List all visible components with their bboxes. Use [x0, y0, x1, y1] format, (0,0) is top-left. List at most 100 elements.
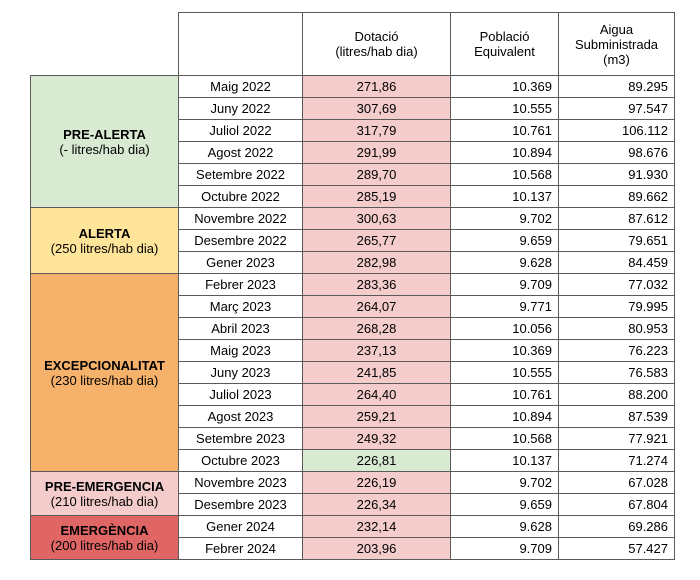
header-dotacio-line1: Dotació [354, 29, 399, 44]
poblacio-cell: 9.702 [450, 207, 559, 230]
aigua-cell: 76.583 [558, 361, 675, 384]
phase-limit: (230 litres/hab dia) [50, 372, 159, 388]
table-row: Juny 2023 241,85 10.555 76.583 [31, 361, 675, 384]
poblacio-cell: 10.761 [450, 383, 559, 406]
header-poblacio-line1: Població [479, 29, 530, 44]
table-row: PRE-ALERTA (- litres/hab dia) Maig 2022 271… [30, 75, 675, 208]
poblacio-cell: 10.137 [450, 185, 559, 208]
month-cell: Gener 2023 [178, 251, 303, 274]
month-cell: Novembre 2022 [178, 207, 303, 230]
phase-cell: PRE-ALERTA (- litres/hab dia) [30, 75, 179, 208]
month-cell: Març 2023 [178, 295, 303, 318]
table-row: Octubre 2023 226,81 10.137 71.274 [31, 449, 675, 472]
header-dotacio-line2: (litres/hab dia) [335, 44, 418, 59]
phase-cell: EMERGÈNCIA (200 litres/hab dia) [30, 515, 179, 560]
table-row: ALERTA (250 litres/hab dia) Novembre 2022 3… [30, 207, 675, 274]
month-cell: Desembre 2022 [178, 229, 303, 252]
header-dotacio: Dotació (litres/hab dia) [302, 12, 451, 76]
table-row: Juny 2022 307,69 10.555 97.547 [31, 97, 675, 120]
poblacio-cell: 10.369 [450, 75, 559, 98]
phase-limit: (250 litres/hab dia) [50, 240, 159, 256]
table-row: Agost 2022 291,99 10.894 98.676 [31, 141, 675, 164]
phase-name: ALERTA [78, 225, 131, 241]
dotacio-cell: 241,85 [302, 361, 451, 384]
table-row: Maig 2023 237,13 10.369 76.223 [31, 339, 675, 362]
phase-cell: ALERTA (250 litres/hab dia) [30, 207, 179, 274]
month-cell: Maig 2023 [178, 339, 303, 362]
aigua-cell: 67.028 [558, 471, 675, 494]
header-poblacio: Població Equivalent [450, 12, 559, 76]
month-cell: Octubre 2022 [178, 185, 303, 208]
month-cell: Juny 2022 [178, 97, 303, 120]
table-row: Febrer 2024 203,96 9.709 57.427 [31, 537, 675, 560]
month-cell: Novembre 2023 [178, 471, 303, 494]
poblacio-cell: 9.628 [450, 515, 559, 538]
aigua-cell: 97.547 [558, 97, 675, 120]
aigua-cell: 89.662 [558, 185, 675, 208]
poblacio-cell: 10.555 [450, 361, 559, 384]
poblacio-cell: 10.369 [450, 339, 559, 362]
poblacio-cell: 10.894 [450, 405, 559, 428]
aigua-cell: 79.651 [558, 229, 675, 252]
month-cell: Febrer 2024 [178, 537, 303, 560]
dotacio-cell: 268,28 [302, 317, 451, 340]
aigua-cell: 67.804 [558, 493, 675, 516]
poblacio-cell: 9.709 [450, 537, 559, 560]
table-row: Desembre 2022 265,77 9.659 79.651 [31, 229, 675, 252]
dotacio-cell: 264,07 [302, 295, 451, 318]
table-row: EMERGÈNCIA (200 litres/hab dia) Gener 2024… [30, 515, 675, 560]
dotacio-cell: 264,40 [302, 383, 451, 406]
dotacio-cell: 226,81 [302, 449, 451, 472]
month-cell: Desembre 2023 [178, 493, 303, 516]
dotacio-cell: 291,99 [302, 141, 451, 164]
water-dotation-table-container: Dotació (litres/hab dia) Població Equiva… [30, 12, 675, 560]
aigua-cell: 79.995 [558, 295, 675, 318]
table-row: Abril 2023 268,28 10.056 80.953 [31, 317, 675, 340]
table-row: Març 2023 264,07 9.771 79.995 [31, 295, 675, 318]
dotacio-cell: 282,98 [302, 251, 451, 274]
poblacio-cell: 9.771 [450, 295, 559, 318]
aigua-cell: 77.032 [558, 273, 675, 296]
dotacio-cell: 271,86 [302, 75, 451, 98]
dotacio-cell: 317,79 [302, 119, 451, 142]
phase-name: PRE-ALERTA [63, 126, 146, 142]
water-dotation-table: Dotació (litres/hab dia) Població Equiva… [30, 12, 675, 560]
phase-limit: (200 litres/hab dia) [50, 537, 159, 553]
dotacio-cell: 289,70 [302, 163, 451, 186]
phase-limit: (- litres/hab dia) [59, 141, 150, 157]
month-cell: Octubre 2023 [178, 449, 303, 472]
header-aigua-line1: Aigua [599, 21, 634, 37]
aigua-cell: 77.921 [558, 427, 675, 450]
table-row: PRE-EMERGENCIA (210 litres/hab dia) Novemb… [30, 471, 675, 516]
header-aigua-line3: (m3) [603, 51, 630, 67]
header-aigua: Aigua Subministrada (m3) [558, 12, 675, 76]
dotacio-cell: 307,69 [302, 97, 451, 120]
month-cell: Maig 2022 [178, 75, 303, 98]
poblacio-cell: 10.568 [450, 427, 559, 450]
header-aigua-line2: Subministrada [574, 36, 659, 52]
month-cell: Juliol 2023 [178, 383, 303, 406]
dotacio-cell: 259,21 [302, 405, 451, 428]
aigua-cell: 89.295 [558, 75, 675, 98]
month-cell: Abril 2023 [178, 317, 303, 340]
month-cell: Gener 2024 [178, 515, 303, 538]
month-cell: Juliol 2022 [178, 119, 303, 142]
poblacio-cell: 10.761 [450, 119, 559, 142]
poblacio-cell: 9.659 [450, 493, 559, 516]
aigua-cell: 98.676 [558, 141, 675, 164]
table-row: Octubre 2022 285,19 10.137 89.662 [31, 185, 675, 208]
poblacio-cell: 9.659 [450, 229, 559, 252]
aigua-cell: 80.953 [558, 317, 675, 340]
phase-limit: (210 litres/hab dia) [50, 493, 159, 509]
dotacio-cell: 237,13 [302, 339, 451, 362]
aigua-cell: 87.612 [558, 207, 675, 230]
table-row: Juliol 2022 317,79 10.761 106.112 [31, 119, 675, 142]
dotacio-cell: 232,14 [302, 515, 451, 538]
dotacio-cell: 203,96 [302, 537, 451, 560]
header-row: Dotació (litres/hab dia) Població Equiva… [30, 12, 675, 76]
month-cell: Febrer 2023 [178, 273, 303, 296]
dotacio-cell: 285,19 [302, 185, 451, 208]
aigua-cell: 87.539 [558, 405, 675, 428]
dotacio-cell: 226,34 [302, 493, 451, 516]
dotacio-cell: 226,19 [302, 471, 451, 494]
